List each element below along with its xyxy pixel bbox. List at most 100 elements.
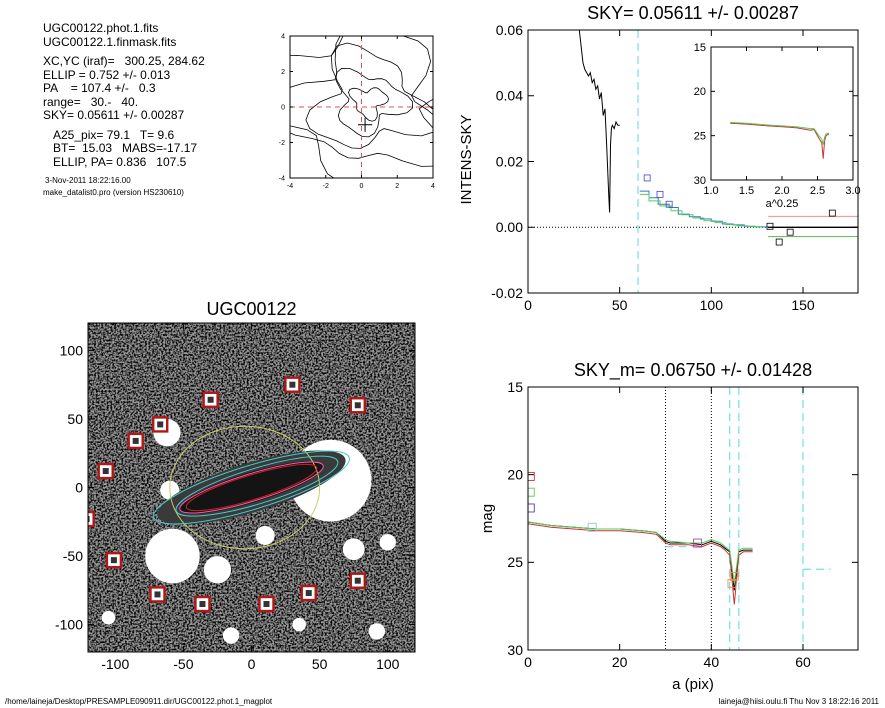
mask-filename: UGC00122.1.finmask.fits — [43, 34, 177, 49]
masked-star-core — [132, 437, 139, 444]
sky-y-tick-label: 0.00 — [496, 219, 523, 235]
mask-region — [368, 623, 386, 640]
image-y-tick-label: -50 — [63, 548, 83, 564]
inset-x-tick-label: 3.0 — [845, 185, 860, 197]
mag-ylabel: mag — [479, 504, 496, 533]
inset-background — [711, 47, 853, 180]
sky-marker — [766, 222, 774, 230]
galaxy-core — [179, 461, 324, 514]
inset-x-tick-label: 1.0 — [703, 185, 718, 197]
inset-x-tick-label: 1.5 — [739, 185, 754, 197]
sky-marker — [828, 209, 836, 217]
mask-region — [101, 610, 116, 625]
masked-star-core — [289, 381, 296, 388]
masked-star-core — [110, 557, 117, 564]
mask-region — [203, 556, 232, 584]
a25-value: A25_pix= 79.1 T= 9.6 — [53, 127, 175, 142]
masked-star-core — [263, 601, 270, 608]
inset-y-tick-label: 25 — [694, 131, 706, 143]
sky-y-tick-label: 0.04 — [496, 88, 523, 104]
image-x-tick-label: -100 — [101, 656, 129, 672]
masked-star-core — [157, 421, 164, 428]
image-y-tick-label: -100 — [55, 616, 83, 632]
inset-y-tick-label: 20 — [694, 86, 706, 98]
sky-y-tick-label: -0.02 — [491, 285, 523, 301]
sky-value: SKY= 0.05611 +/- 0.00287 — [43, 108, 185, 122]
mag-y-tick-label: 15 — [507, 379, 523, 395]
inset-x-tick-label: 2.5 — [810, 185, 825, 197]
mag-marker — [587, 522, 597, 532]
masked-star-core — [88, 516, 90, 523]
masked-star-core — [354, 577, 361, 584]
mag-plot-area — [528, 387, 831, 650]
masked-star-core — [102, 468, 109, 475]
sky-y-tick-label: 0.02 — [496, 153, 523, 169]
position-angle: PA = 107.4 +/- 0.3 — [43, 81, 156, 95]
sky-plot-area — [528, 30, 858, 293]
mag-marker — [729, 571, 739, 581]
sky-title: SKY= 0.05611 +/- 0.00287 — [587, 3, 799, 23]
inset-y-tick-label: 30 — [694, 175, 706, 187]
isophote-ellipse — [185, 463, 318, 512]
mag-x-tick-label: 0 — [524, 654, 532, 670]
mag-frame — [527, 386, 859, 651]
image-y-tick-label: 0 — [75, 479, 83, 495]
mask-region — [222, 627, 240, 644]
sky-y-tick-label: 0.06 — [496, 22, 523, 38]
isophote-ellipse — [179, 461, 324, 514]
masked-star-core — [154, 591, 161, 598]
sky-x-tick-label: 50 — [612, 297, 628, 313]
ellipticity: ELLIP = 0.752 +/- 0.013 — [43, 67, 171, 82]
sky-ylabel: INTENS-SKY — [458, 114, 475, 204]
mag-marker — [528, 471, 535, 481]
masked-star-core — [207, 396, 214, 403]
mag-marker — [528, 503, 535, 513]
sky-marker — [643, 174, 651, 182]
fits-filename: UGC00122.phot.1.fits — [43, 21, 159, 35]
bt-value: BT= 15.03 MABS=-17.17 — [53, 141, 198, 155]
mag-y-tick-label: 25 — [507, 554, 523, 570]
mag-marker — [727, 578, 737, 588]
isophote-ellipse — [175, 455, 339, 517]
image-y-tick-label: 100 — [60, 342, 84, 358]
masked-star-core — [305, 590, 312, 597]
mask-region — [292, 617, 306, 632]
mag-series-line — [528, 521, 753, 584]
sky-x-tick-label: 0 — [524, 297, 532, 313]
inset-xlabel: a^0.25 — [766, 198, 799, 210]
footer-path: /home/laineja/Desktop/PRESAMPLE090911.di… — [5, 697, 273, 706]
inset-y-tick-label: 15 — [694, 42, 706, 54]
sky-series-line — [578, 30, 620, 213]
sky-marker — [786, 228, 794, 236]
center-coordinates: XC,YC (iraf)= 300.25, 284.62 — [43, 54, 205, 68]
sky-marker — [656, 190, 664, 198]
mag-x-tick-label: 60 — [795, 654, 811, 670]
sky-x-tick-label: 150 — [791, 297, 815, 313]
mask-region — [145, 528, 200, 584]
masked-star-core — [354, 402, 361, 409]
footer-user: laineja@hiisi.oulu.fi Thu Nov 3 18:22:16… — [718, 697, 879, 706]
masked-star-core — [199, 601, 206, 608]
mag-y-tick-label: 20 — [507, 467, 523, 483]
mag-x-tick-label: 20 — [612, 654, 628, 670]
mask-region — [255, 525, 275, 546]
mag-y-tick-label: 30 — [507, 642, 523, 658]
isophote-ellipse — [169, 425, 321, 550]
info-panel: UGC00122.phot.1.fits UGC00122.1.finmask.… — [43, 21, 283, 199]
image-x-tick-label: 100 — [376, 656, 400, 672]
mask-region — [342, 538, 365, 561]
mag-xlabel: a (pix) — [672, 676, 714, 693]
date-stamp: 3-Nov-2011 18:22:16.00 — [45, 176, 131, 185]
inset-x-tick-label: 2.0 — [774, 185, 789, 197]
fit-range: range= 30.- 40. — [43, 94, 139, 109]
sky-series-line — [639, 193, 763, 228]
image-x-tick-label: 50 — [312, 656, 328, 672]
mag-marker — [528, 487, 535, 497]
sky-x-tick-label: 100 — [700, 297, 724, 313]
mag-marker — [693, 538, 703, 548]
sky-marker — [775, 238, 783, 246]
isophote-ellipse — [153, 450, 350, 525]
image-y-tick-label: 50 — [67, 411, 83, 427]
sky-marker — [665, 200, 673, 208]
